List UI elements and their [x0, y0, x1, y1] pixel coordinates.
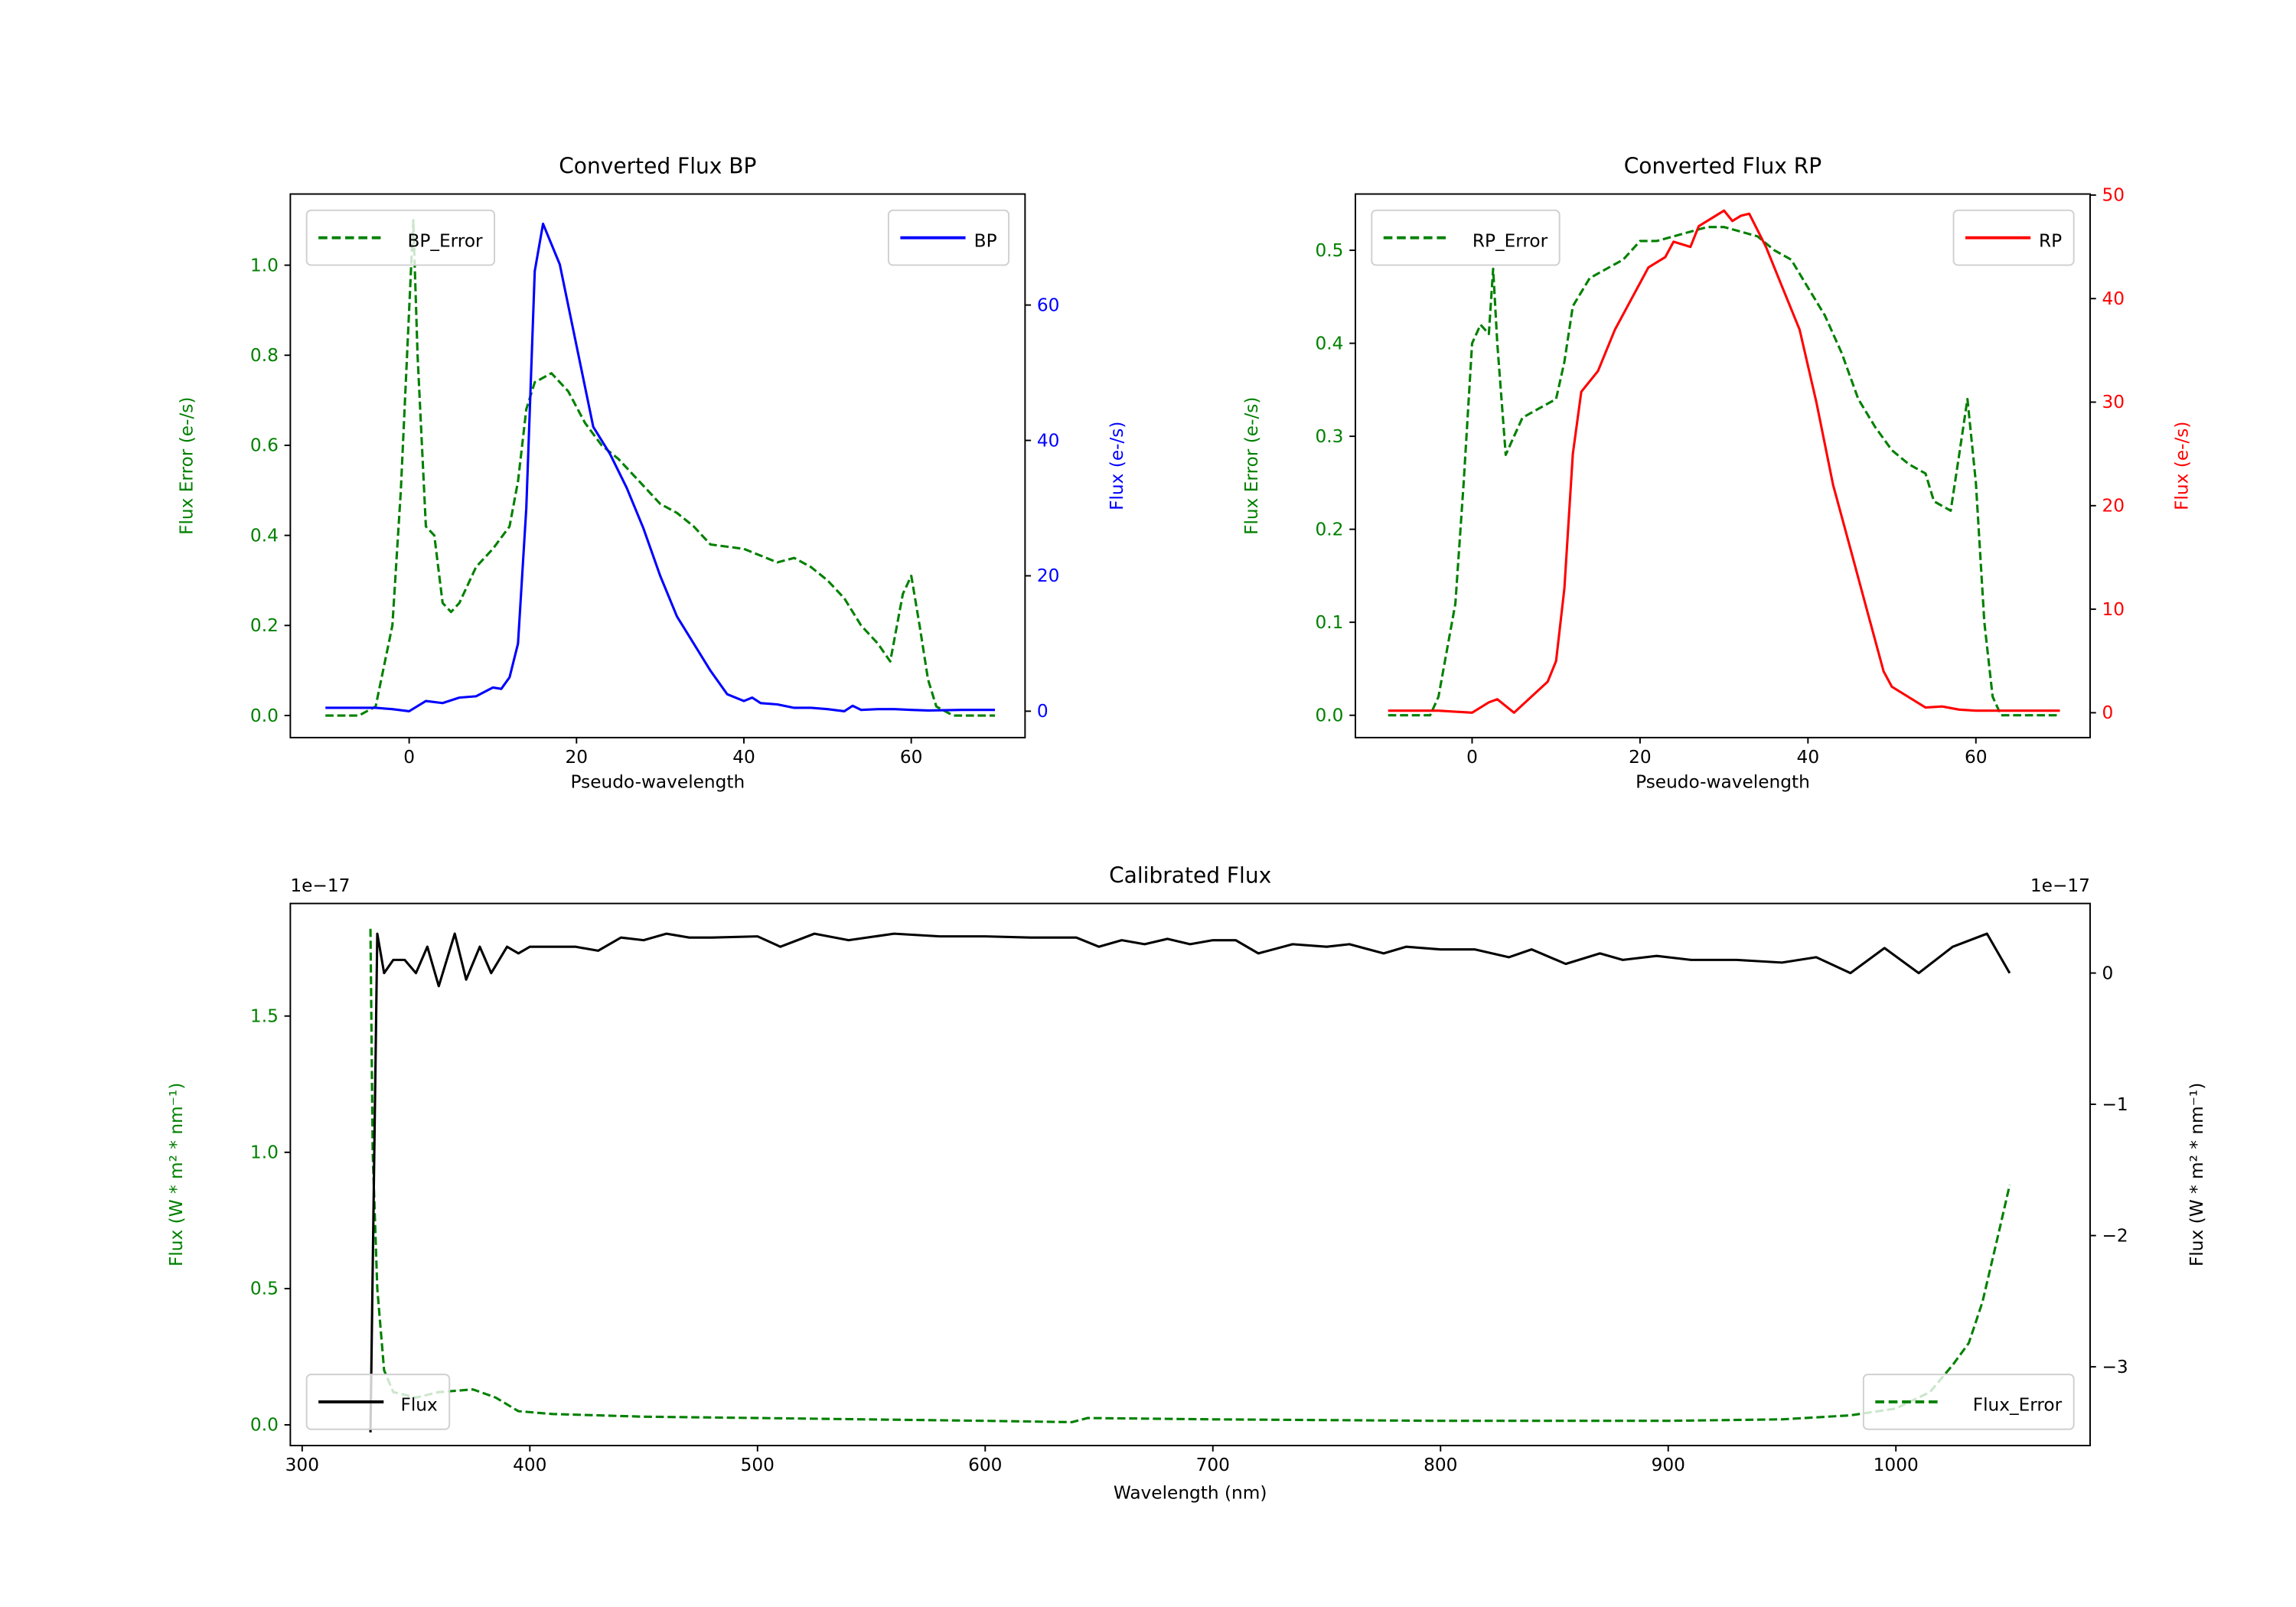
y-right-tick-label: 30 — [2102, 392, 2125, 412]
y-left-tick-label: 0.3 — [1316, 426, 1344, 447]
legend-flux-error: Flux_Error — [1862, 1374, 2075, 1430]
legend-bp: BP — [887, 209, 1010, 266]
x-tick-label: 500 — [741, 1455, 775, 1475]
y-right-tick-label: 0 — [1037, 701, 1049, 722]
y-right-tick-label: −1 — [2102, 1094, 2128, 1115]
legend-label: RP_Error — [1473, 230, 1548, 251]
bp-chart: 0 20 40 60 0.0 0.2 0.4 0.6 0.8 1.0 0 20 40 60 Converte… — [177, 153, 1127, 792]
y-left-tick-label: 1.0 — [250, 1143, 279, 1163]
y-right-tick-label: 40 — [1037, 430, 1060, 451]
y-left-tick-label: 0.2 — [1316, 519, 1344, 539]
y-right-tick-label: 20 — [1037, 566, 1060, 586]
x-tick-label: 0 — [1466, 747, 1478, 768]
y-left-tick-label: 0.6 — [250, 435, 279, 456]
y-left-axis-label: Flux Error (e-/s) — [1241, 397, 1262, 535]
x-tick-label: 40 — [732, 747, 755, 768]
y-right-tick-label: 0 — [2102, 963, 2113, 983]
y-left-tick-label: 0.0 — [250, 706, 279, 726]
x-axis-label: Pseudo-wavelength — [571, 772, 745, 793]
y-left-tick-label: 0.4 — [1316, 333, 1344, 354]
x-axis-label: Wavelength (nm) — [1114, 1483, 1267, 1504]
x-tick-label: 0 — [403, 747, 415, 768]
legend-box — [1862, 1374, 2075, 1430]
y-right-tick-label: 20 — [2102, 496, 2125, 517]
y-left-tick-label: 0.5 — [1316, 240, 1344, 261]
x-tick-label: 60 — [900, 747, 923, 768]
x-tick-label: 600 — [968, 1455, 1002, 1475]
rp-error-line — [1388, 226, 2060, 717]
x-tick-label: 60 — [1965, 747, 1988, 768]
axes-frame — [1355, 193, 2091, 738]
y-right-tick-label: 0 — [2102, 702, 2113, 723]
y-left-tick-label: 0.0 — [250, 1415, 279, 1436]
bp-line — [325, 222, 996, 712]
bp-error-line — [325, 219, 996, 717]
y-right-axis-label: Flux (e-/s) — [1107, 422, 1127, 510]
rp-chart: 0 20 40 60 0.0 0.1 0.2 0.3 0.4 0.5 0 10 20 30 40 50 Conv… — [1241, 153, 2192, 792]
legend-label: Flux_Error — [1973, 1395, 2063, 1416]
y-left-tick-label: 1.0 — [250, 255, 279, 275]
legend-label: BP_Error — [407, 230, 483, 251]
y-right-axis-label: Flux (W * m² * nm⁻¹) — [2187, 1083, 2207, 1266]
y-left-tick-label: 1.5 — [250, 1006, 279, 1026]
legend-bp-error: BP_Error — [305, 209, 496, 266]
y-left-tick-label: 0.2 — [250, 615, 279, 636]
y-left-offset-text: 1e−17 — [290, 875, 350, 896]
y-right-tick-label: 50 — [2102, 185, 2125, 206]
x-tick-label: 900 — [1652, 1455, 1685, 1475]
x-tick-label: 700 — [1196, 1455, 1230, 1475]
y-right-tick-label: −3 — [2102, 1357, 2128, 1377]
y-right-tick-label: 40 — [2102, 288, 2125, 309]
y-left-tick-label: 0.1 — [1316, 612, 1344, 633]
x-axis-label: Pseudo-wavelength — [1636, 772, 1810, 793]
x-tick-label: 400 — [513, 1455, 546, 1475]
y-left-axis-label: Flux (W * m² * nm⁻¹) — [166, 1083, 187, 1266]
y-right-tick-label: 10 — [2102, 599, 2125, 620]
legend-rp: RP — [1952, 209, 2075, 266]
x-tick-label: 300 — [285, 1455, 319, 1475]
axes-frame — [289, 193, 1026, 738]
x-tick-label: 40 — [1797, 747, 1820, 768]
x-tick-label: 20 — [1629, 747, 1652, 768]
cal-chart: 300 400 500 600 700 800 900 1000 0.0 0.5 1.0 1.5 0 −1… — [166, 863, 2207, 1504]
y-right-tick-label: −2 — [2102, 1225, 2128, 1246]
y-right-offset-text: 1e−17 — [2030, 875, 2090, 896]
y-left-tick-label: 0.4 — [250, 525, 279, 546]
legend-flux: Flux — [305, 1374, 451, 1430]
legend-label: BP — [974, 230, 997, 251]
axes-frame — [289, 902, 2091, 1446]
y-right-tick-label: 60 — [1037, 295, 1060, 315]
x-tick-label: 800 — [1424, 1455, 1457, 1475]
y-left-tick-label: 0.8 — [250, 345, 279, 366]
legend-label: RP — [2039, 230, 2062, 251]
y-left-tick-label: 0.0 — [1316, 705, 1344, 725]
legend-box — [1371, 209, 1561, 266]
legend-label: Flux — [400, 1395, 437, 1416]
y-left-tick-label: 0.5 — [250, 1279, 279, 1299]
chart-title: Calibrated Flux — [1109, 863, 1271, 888]
x-tick-label: 1000 — [1874, 1455, 1919, 1475]
chart-title: Converted Flux BP — [559, 153, 756, 178]
x-tick-label: 20 — [566, 747, 589, 768]
chart-title: Converted Flux RP — [1624, 153, 1822, 178]
legend-rp-error: RP_Error — [1371, 209, 1561, 266]
y-right-axis-label: Flux (e-/s) — [2172, 422, 2193, 510]
flux-line — [369, 932, 2011, 1433]
rp-line — [1388, 209, 2060, 714]
y-left-axis-label: Flux Error (e-/s) — [177, 397, 197, 535]
legend-box — [305, 209, 496, 266]
